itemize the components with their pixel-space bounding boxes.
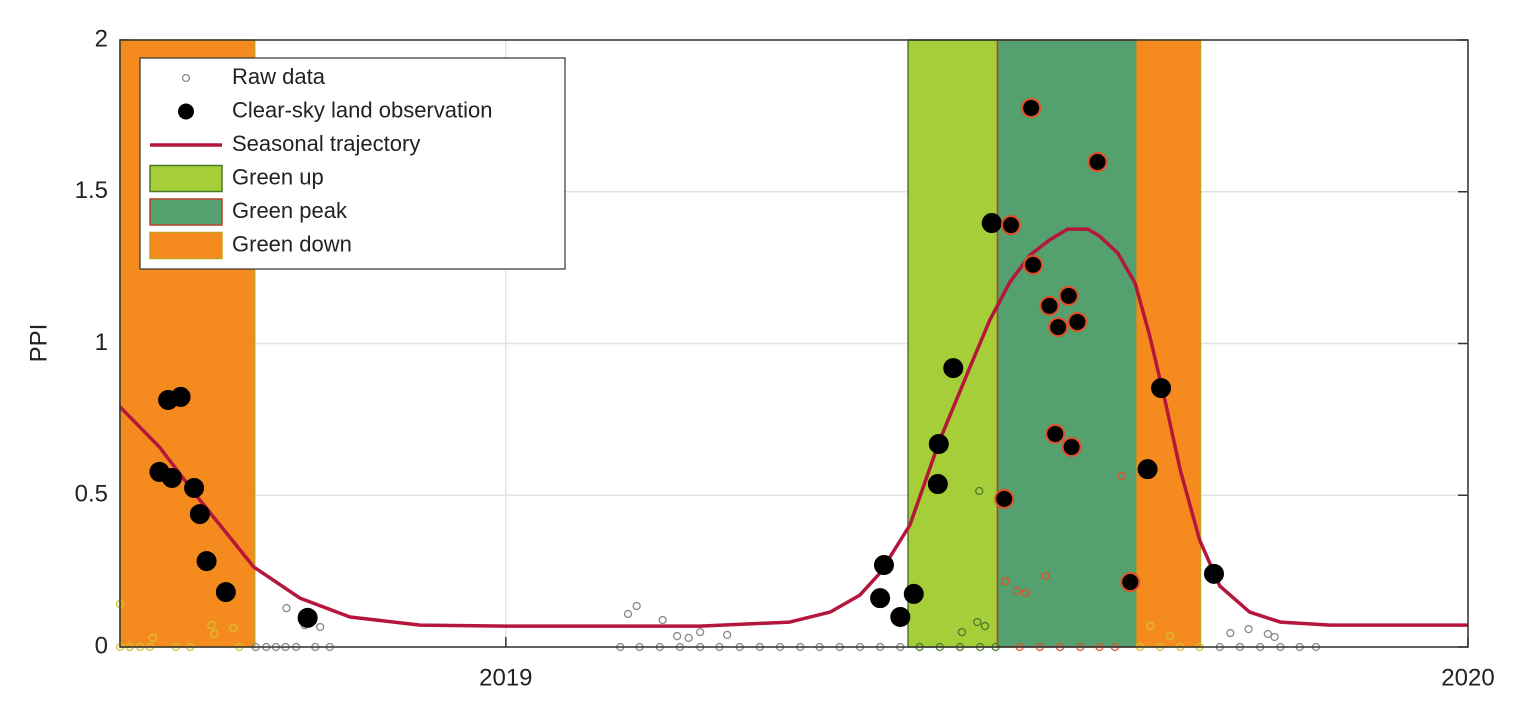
observation-point xyxy=(994,488,1015,509)
legend-swatch xyxy=(178,103,194,120)
raw-point xyxy=(632,601,641,611)
observation-point xyxy=(1023,254,1044,275)
legend-label: Seasonal trajectory xyxy=(232,131,420,156)
raw-point xyxy=(1270,632,1279,642)
y-tick-label: 1.5 xyxy=(75,177,108,204)
y-tick-label: 2 xyxy=(95,25,108,52)
legend-label: Raw data xyxy=(232,64,326,89)
phase-span xyxy=(907,39,999,648)
observation-point xyxy=(215,582,236,603)
raw-point xyxy=(1165,631,1174,641)
observation-point xyxy=(1058,285,1079,306)
raw-point xyxy=(1041,571,1050,581)
raw-point xyxy=(1021,588,1030,598)
y-tick-label: 0 xyxy=(95,632,108,659)
legend-swatch xyxy=(149,164,223,193)
legend-label: Green peak xyxy=(232,198,348,223)
raw-point xyxy=(210,629,219,639)
legend-swatch xyxy=(149,231,223,260)
observation-point xyxy=(170,386,191,407)
raw-point xyxy=(684,633,693,643)
observation-point xyxy=(1067,311,1088,332)
legend: Raw data Clear-sky land observation Season… xyxy=(139,57,566,270)
observation-point xyxy=(1137,459,1158,480)
legend-swatch xyxy=(149,198,223,226)
raw-point xyxy=(1012,586,1021,596)
observation-point xyxy=(903,583,924,604)
y-tick-label: 1 xyxy=(95,329,108,356)
trajectory-line xyxy=(118,227,1468,628)
raw-point xyxy=(315,622,325,632)
observation-point xyxy=(1048,317,1069,338)
raw-point xyxy=(1117,471,1126,481)
raw-point xyxy=(980,621,990,631)
raw-point xyxy=(148,633,157,643)
raw-point xyxy=(975,486,984,496)
raw-point xyxy=(1226,628,1235,638)
observation-point xyxy=(1087,152,1108,173)
observation-point xyxy=(1061,436,1082,457)
raw-point xyxy=(207,620,216,630)
observation-point xyxy=(1039,295,1060,316)
raw-point xyxy=(672,631,682,641)
observation-point xyxy=(1203,563,1224,584)
observation-point xyxy=(890,606,911,627)
raw-point xyxy=(658,615,667,625)
phase-span xyxy=(996,39,1138,648)
legend-label: Clear-sky land observation xyxy=(232,97,492,122)
observation-point xyxy=(1000,215,1021,236)
raw-point xyxy=(722,630,732,640)
observation-point xyxy=(981,213,1002,234)
phase-span xyxy=(1136,39,1202,648)
raw-point xyxy=(1001,576,1010,586)
legend-label: Green up xyxy=(232,164,324,189)
observation-point xyxy=(1151,378,1172,399)
observation-point xyxy=(196,551,217,572)
raw-point xyxy=(973,617,982,627)
raw-point xyxy=(1263,629,1273,639)
observation-point xyxy=(297,607,318,628)
raw-point xyxy=(1244,624,1253,634)
observation-point xyxy=(1045,423,1066,444)
raw-point xyxy=(696,627,705,637)
observation-point xyxy=(189,504,210,525)
y-axis-label: PPI xyxy=(25,324,52,363)
observation-point xyxy=(1021,97,1042,118)
legend-label: Green down xyxy=(232,231,352,256)
observation-point xyxy=(161,467,182,488)
observation-point xyxy=(184,477,205,498)
plot-frame xyxy=(119,39,1469,648)
raw-point xyxy=(229,623,238,633)
raw-point xyxy=(623,609,633,619)
raw-point xyxy=(282,604,291,613)
observation-point xyxy=(1120,572,1141,593)
observation-point xyxy=(943,358,964,379)
y-tick-label: 0.5 xyxy=(75,481,108,508)
observation-point xyxy=(873,555,894,576)
x-tick-label: 2020 xyxy=(1441,664,1494,691)
raw-point xyxy=(957,627,967,637)
raw-point xyxy=(1146,621,1155,631)
observation-point xyxy=(870,588,891,609)
legend-swatch xyxy=(181,73,191,83)
observation-point xyxy=(927,474,948,495)
x-tick-label: 2019 xyxy=(479,664,532,691)
observation-point xyxy=(928,433,949,454)
